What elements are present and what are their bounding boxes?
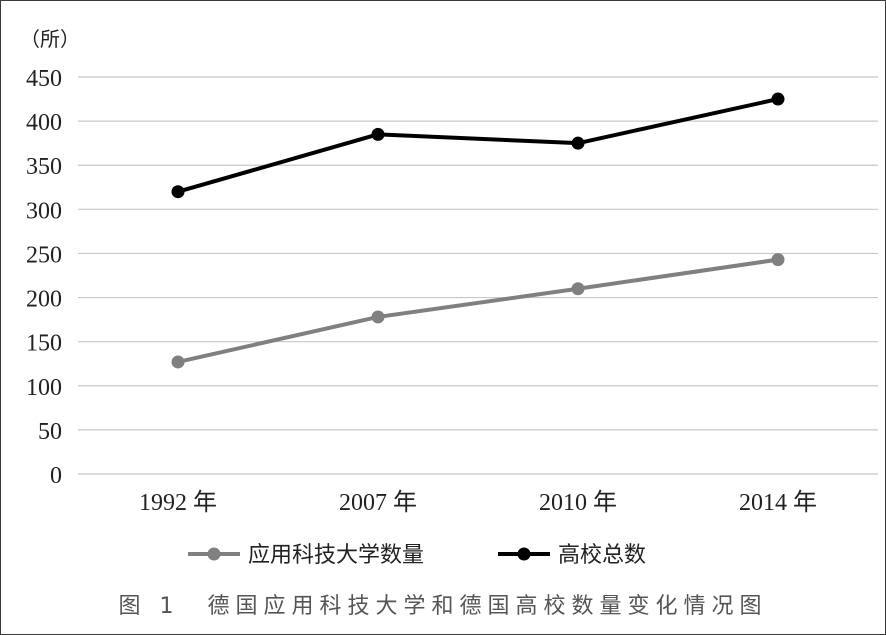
y-tick-label: 400: [26, 110, 62, 136]
gridlines: [78, 76, 878, 475]
legend-label: 高校总数: [558, 543, 646, 568]
y-axis-unit-label: （所）: [20, 27, 80, 51]
data-point: [171, 355, 185, 369]
data-point: [171, 185, 185, 199]
data-point: [771, 92, 785, 106]
figure-caption: 图 1 德国应用科技大学和德国高校数量变化情况图: [118, 594, 768, 619]
y-tick-label: 200: [26, 287, 62, 313]
x-tick-label: 2010 年: [539, 489, 617, 516]
y-tick-label: 50: [38, 419, 62, 445]
legend-swatch-marker: [207, 547, 221, 561]
y-tick-label: 350: [26, 154, 62, 180]
legend-item: 高校总数: [498, 543, 646, 568]
y-tick-label: 100: [26, 375, 62, 401]
series-group: [171, 253, 785, 369]
data-point: [571, 136, 585, 150]
y-tick-label: 450: [26, 66, 62, 92]
legend-item: 应用科技大学数量: [188, 543, 424, 568]
data-point: [371, 127, 385, 141]
data-point: [371, 310, 385, 324]
y-tick-label: 150: [26, 331, 62, 357]
x-tick-label: 2007 年: [339, 489, 417, 516]
data-point: [771, 253, 785, 267]
y-tick-label: 250: [26, 242, 62, 268]
series-group: [171, 92, 785, 199]
x-axis-ticks: 1992 年 2007 年 2010 年 2014 年: [139, 489, 817, 516]
y-tick-label: 300: [26, 198, 62, 224]
data-point: [571, 282, 585, 296]
x-tick-label: 2014 年: [739, 489, 817, 516]
legend-swatch-marker: [517, 547, 531, 561]
series-line: [176, 97, 780, 194]
series-line: [176, 257, 780, 364]
legend: 应用科技大学数量 高校总数: [188, 543, 646, 568]
y-axis-ticks: 0 50 100 150 200 250 300 350 400 450: [26, 66, 62, 489]
y-tick-label: 0: [50, 463, 62, 489]
x-tick-label: 1992 年: [139, 489, 217, 516]
series-lines: [171, 92, 785, 369]
legend-label: 应用科技大学数量: [248, 543, 424, 568]
